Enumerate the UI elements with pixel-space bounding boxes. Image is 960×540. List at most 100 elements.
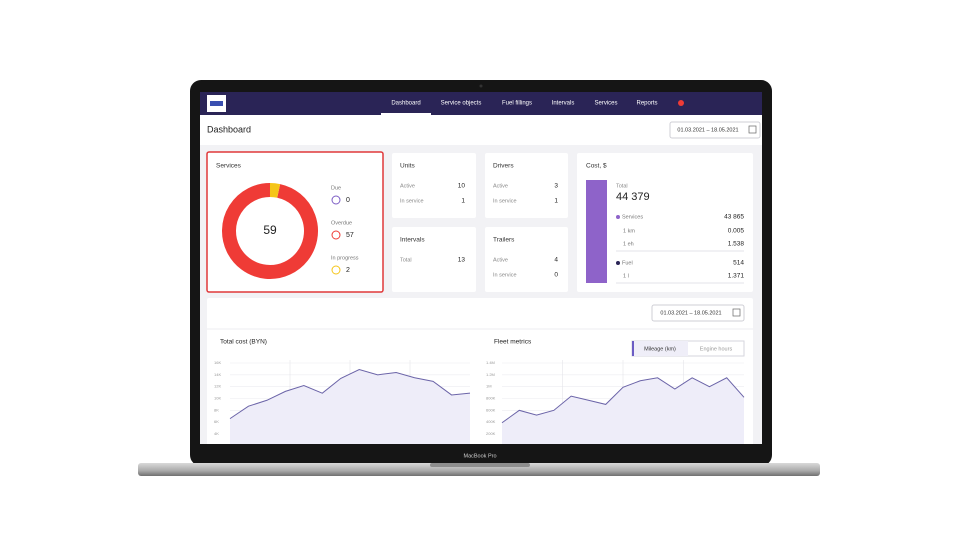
page-header [200, 115, 762, 145]
card-title: Units [400, 163, 416, 170]
cost-card [577, 153, 753, 292]
cost-value: 1.371 [728, 273, 745, 280]
legend-value: 0 [346, 197, 350, 204]
y-tick-label: 1.2M [486, 372, 495, 377]
row-value: 1 [461, 198, 465, 205]
y-tick-label: 1.4M [486, 360, 495, 365]
bullet [616, 215, 620, 219]
toggle-option[interactable]: Mileage (km) [644, 346, 676, 352]
y-tick-label: 200K [486, 431, 496, 436]
cost-value: 514 [733, 260, 744, 267]
y-tick-label: 1M [486, 384, 492, 389]
row-value: 13 [458, 257, 466, 264]
date-range: 01.03.2021 – 18.05.2021 [660, 310, 721, 316]
nav-item[interactable]: Intervals [552, 101, 575, 107]
row-value: 0 [554, 272, 558, 279]
row-value: 3 [554, 183, 558, 190]
toggle-marker [632, 341, 634, 356]
row-label: Active [400, 183, 415, 189]
trailers-card [485, 227, 568, 292]
camera [479, 84, 483, 88]
row-label: In service [400, 198, 424, 204]
alert-icon[interactable] [678, 100, 684, 106]
donut-segment [269, 183, 281, 198]
legend-value: 57 [346, 232, 354, 239]
y-tick-label: 6K [214, 419, 219, 424]
cost-bar [586, 180, 607, 283]
line-series [501, 377, 745, 424]
intervals-card [392, 227, 476, 292]
legend-icon [331, 265, 341, 275]
card-title: Trailers [493, 237, 515, 244]
row-label: In service [493, 272, 517, 278]
toggle-active[interactable] [632, 341, 688, 356]
cost-label: Fuel [622, 260, 633, 266]
nav-item[interactable]: Service objects [441, 101, 482, 107]
row-value: 4 [554, 257, 558, 264]
drivers-card [485, 153, 568, 218]
dashboard: Dashboard Service objects Fuel fillings Int… [200, 92, 762, 444]
area-fill [502, 377, 744, 444]
legend-value: 2 [346, 267, 350, 274]
cost-label: 1 eh [623, 241, 634, 247]
cost-label: 1 km [623, 228, 635, 234]
card-title: Drivers [493, 163, 514, 170]
row-label: Active [493, 257, 508, 263]
page-title: Dashboard [207, 124, 251, 134]
card-title: Intervals [400, 237, 425, 244]
card-title: Cost, $ [586, 163, 607, 170]
y-tick-label: 800K [486, 396, 496, 401]
cost-value: 43 865 [724, 214, 744, 221]
y-tick-label: 10K [214, 396, 221, 401]
nav-item[interactable]: Fuel fillings [502, 101, 532, 107]
chart-title: Fleet metrics [494, 339, 532, 346]
legend-label: Overdue [331, 220, 352, 226]
row-value: 1 [554, 198, 558, 205]
calendar-icon [748, 125, 757, 134]
date-picker[interactable] [669, 121, 761, 139]
date-picker[interactable] [651, 304, 745, 322]
total-label: Total [616, 183, 628, 189]
calendar-icon [732, 308, 741, 317]
cost-value: 1.538 [728, 241, 745, 248]
row-value: 10 [458, 183, 466, 190]
cost-value: 0.005 [728, 228, 745, 235]
navbar [200, 92, 762, 115]
legend-icon [331, 195, 341, 205]
donut-segment [222, 183, 318, 279]
cost-label: Services [622, 214, 643, 220]
nav-active-underline [381, 113, 431, 115]
row-label: Active [493, 183, 508, 189]
y-tick-label: 4K [214, 431, 219, 436]
nav-item[interactable]: Services [594, 101, 617, 107]
nav-item[interactable]: Reports [636, 101, 657, 107]
y-tick-label: 16K [214, 360, 221, 365]
units-card [392, 153, 476, 218]
legend-icon [331, 230, 341, 240]
row-label: Total [400, 257, 412, 263]
device-label: MacBook Pro [463, 453, 496, 459]
y-tick-label: 400K [486, 419, 496, 424]
chart-title: Total cost (BYN) [220, 339, 267, 346]
laptop-base [138, 463, 820, 476]
card-title: Services [216, 163, 242, 170]
y-tick-label: 12K [214, 384, 221, 389]
total-value: 44 379 [616, 191, 650, 203]
toggle-option[interactable]: Engine hours [700, 346, 733, 352]
row-label: In service [493, 198, 517, 204]
nav-item[interactable]: Dashboard [391, 101, 420, 107]
cost-label: 1 l [623, 273, 629, 279]
date-range: 01.03.2021 – 18.05.2021 [677, 127, 738, 133]
line-series [229, 368, 471, 420]
y-tick-label: 14K [214, 372, 221, 377]
legend-label: In progress [331, 255, 359, 261]
legend-label: Due [331, 185, 341, 191]
logo-mark [210, 101, 223, 106]
y-tick-label: 600K [486, 407, 496, 412]
bullet [616, 261, 620, 265]
area-fill [230, 369, 470, 444]
y-tick-label: 8K [214, 407, 219, 412]
donut-total: 59 [263, 223, 277, 237]
